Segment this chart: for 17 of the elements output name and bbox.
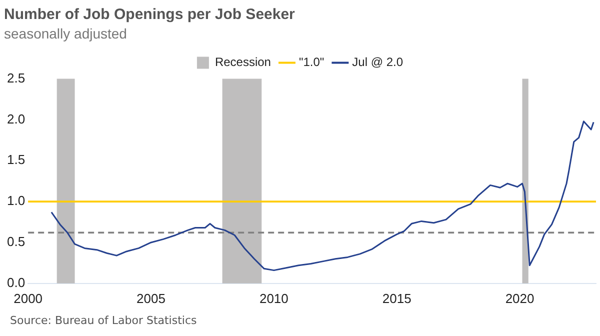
x-tick-label: 2005 (136, 290, 166, 306)
x-tick-label: 2000 (14, 290, 43, 306)
y-tick-label: 1.0 (6, 193, 26, 208)
chart-title: Number of Job Openings per Job Seeker (4, 6, 296, 24)
x-tick-label: 2020 (505, 290, 534, 306)
chart-subtitle: seasonally adjusted (4, 25, 127, 42)
y-tick-label: 0.0 (6, 274, 26, 290)
legend-label: "1.0" (298, 55, 324, 70)
legend-label: Recession (214, 55, 271, 70)
y-tick-label: 0.5 (6, 234, 26, 250)
x-tick-label: 2015 (382, 290, 412, 306)
source-note: Source: Bureau of Labor Statistics (10, 314, 197, 327)
y-tick-label: 2.5 (6, 70, 26, 86)
y-tick-label: 1.5 (6, 152, 26, 168)
legend-label: Jul @ 2.0 (352, 55, 404, 70)
x-tick-label: 2010 (259, 290, 288, 306)
y-tick-label: 2.0 (6, 111, 26, 126)
